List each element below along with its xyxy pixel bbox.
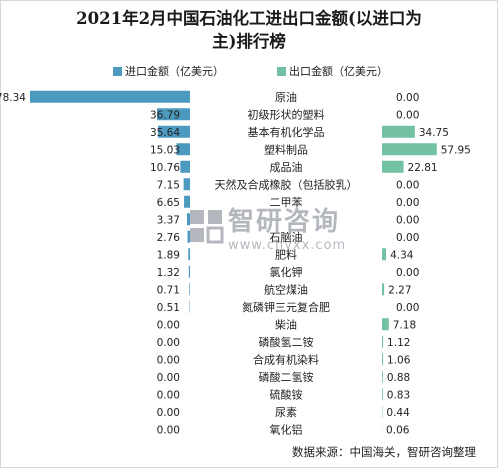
- bar-import: [188, 248, 190, 261]
- value-label-import: 178.34: [0, 92, 26, 104]
- chart-title-line-2: 主)排行榜: [212, 32, 286, 51]
- bar-export: [382, 283, 385, 296]
- value-label-export: 4.34: [390, 249, 414, 261]
- value-label-export: 0.44: [386, 407, 410, 419]
- bar-export: [382, 160, 404, 173]
- value-label-export: 0.06: [386, 424, 410, 436]
- category-label: 航空煤油: [264, 282, 308, 296]
- value-label-export: 57.95: [441, 144, 471, 156]
- value-label-import: 0.00: [157, 389, 180, 401]
- category-label: 初级形状的塑料: [248, 107, 325, 121]
- value-label-export: 0.88: [387, 372, 410, 384]
- watermark-url: www.chyxx.com: [228, 238, 347, 253]
- category-label: 磷酸氢二铵: [259, 335, 314, 349]
- bar-export: [382, 388, 383, 401]
- value-label-export: 22.81: [408, 162, 438, 174]
- value-label-export: 0.00: [396, 92, 419, 104]
- category-label: 成品油: [270, 160, 303, 174]
- bar-import: [187, 230, 190, 243]
- value-label-import: 36.79: [150, 109, 180, 121]
- value-label-export: 0.83: [387, 389, 410, 401]
- value-label-import: 0.00: [157, 372, 180, 384]
- value-label-export: 0.00: [396, 267, 419, 279]
- bar-export: [382, 370, 383, 383]
- bar-export: [382, 318, 389, 331]
- bar-export: [382, 143, 437, 156]
- value-label-import: 0.71: [157, 284, 180, 296]
- legend-item-import: 进口金额（亿美元）: [113, 64, 224, 80]
- category-label: 柴油: [275, 317, 297, 331]
- bar-export: [382, 353, 384, 366]
- value-label-import: 0.00: [157, 407, 180, 419]
- value-label-import: 10.76: [150, 162, 180, 174]
- value-label-import: 0.51: [157, 302, 180, 314]
- value-label-export: 1.06: [387, 354, 411, 366]
- value-label-export: 0.00: [396, 214, 419, 226]
- value-label-import: 1.32: [157, 267, 180, 279]
- value-label-import: 6.65: [157, 197, 180, 209]
- bar-import: [180, 160, 190, 173]
- bar-import: [184, 195, 190, 208]
- bar-import: [183, 178, 190, 191]
- legend-swatch-import: [113, 67, 122, 76]
- category-label: 塑料制品: [264, 142, 308, 156]
- category-label: 磷酸二氢铵: [259, 370, 314, 384]
- category-label: 硫酸铵: [270, 387, 303, 401]
- watermark-name: 智研咨询: [228, 207, 341, 237]
- category-label: 氮磷钾三元复合肥: [242, 300, 330, 314]
- bar-export: [382, 125, 415, 138]
- value-label-import: 0.00: [157, 354, 180, 366]
- value-label-export: 7.18: [393, 319, 416, 331]
- value-label-export: 0.00: [396, 197, 419, 209]
- category-label: 氧化铝: [270, 422, 303, 436]
- value-label-export: 0.00: [396, 302, 419, 314]
- bar-import: [158, 125, 190, 138]
- value-label-import: 0.00: [157, 337, 180, 349]
- bar-import: [186, 213, 190, 226]
- watermark: 智研咨询 www.chyxx.com: [188, 206, 345, 262]
- value-label-export: 0.00: [396, 232, 419, 244]
- value-label-import: 0.00: [157, 319, 180, 331]
- category-label: 合成有机染料: [253, 352, 319, 366]
- category-label: 尿素: [275, 406, 297, 419]
- value-label-import: 2.76: [157, 232, 181, 244]
- data-source: 数据来源：中国海关，智研咨询整理: [292, 445, 476, 459]
- legend-label-import: 进口金额（亿美元）: [125, 65, 224, 78]
- value-label-import: 1.89: [157, 249, 180, 261]
- legend-swatch-export: [277, 67, 286, 76]
- chart-legend: 进口金额（亿美元） 出口金额（亿美元）: [0, 64, 498, 80]
- bar-import: [156, 108, 190, 121]
- bar-import: [30, 90, 190, 103]
- value-label-export: 0.00: [396, 179, 419, 191]
- category-label: 肥料: [275, 247, 297, 261]
- legend-label-export: 出口金额（亿美元）: [289, 65, 388, 78]
- value-label-export: 1.12: [387, 337, 410, 349]
- value-label-import: 35.64: [150, 127, 180, 139]
- category-label: 氯化钾: [270, 265, 303, 279]
- value-label-export: 0.00: [396, 109, 419, 121]
- value-label-import: 7.15: [157, 179, 180, 191]
- value-label-import: 0.00: [157, 424, 180, 436]
- category-label: 天然及合成橡胶（包括胶乳）: [215, 177, 358, 191]
- category-label: 二甲苯: [270, 195, 303, 209]
- bar-export: [382, 335, 384, 348]
- category-label: 基本有机化学品: [248, 125, 325, 139]
- legend-item-export: 出口金额（亿美元）: [277, 64, 388, 80]
- category-label: 石脑油: [270, 230, 303, 244]
- bar-import: [188, 265, 190, 278]
- bar-export: [382, 248, 387, 261]
- watermark-logo-icon: [190, 210, 224, 244]
- value-label-import: 15.03: [150, 144, 180, 156]
- bar-import: [189, 283, 190, 296]
- bar-import: [176, 143, 190, 156]
- chart-title-line-1: 2021年2月中国石油化工进出口金额(以进口为: [76, 9, 422, 28]
- category-label: 原油: [275, 90, 297, 104]
- value-label-export: 2.27: [388, 284, 411, 296]
- value-label-import: 3.37: [157, 214, 180, 226]
- value-label-export: 34.75: [419, 127, 449, 139]
